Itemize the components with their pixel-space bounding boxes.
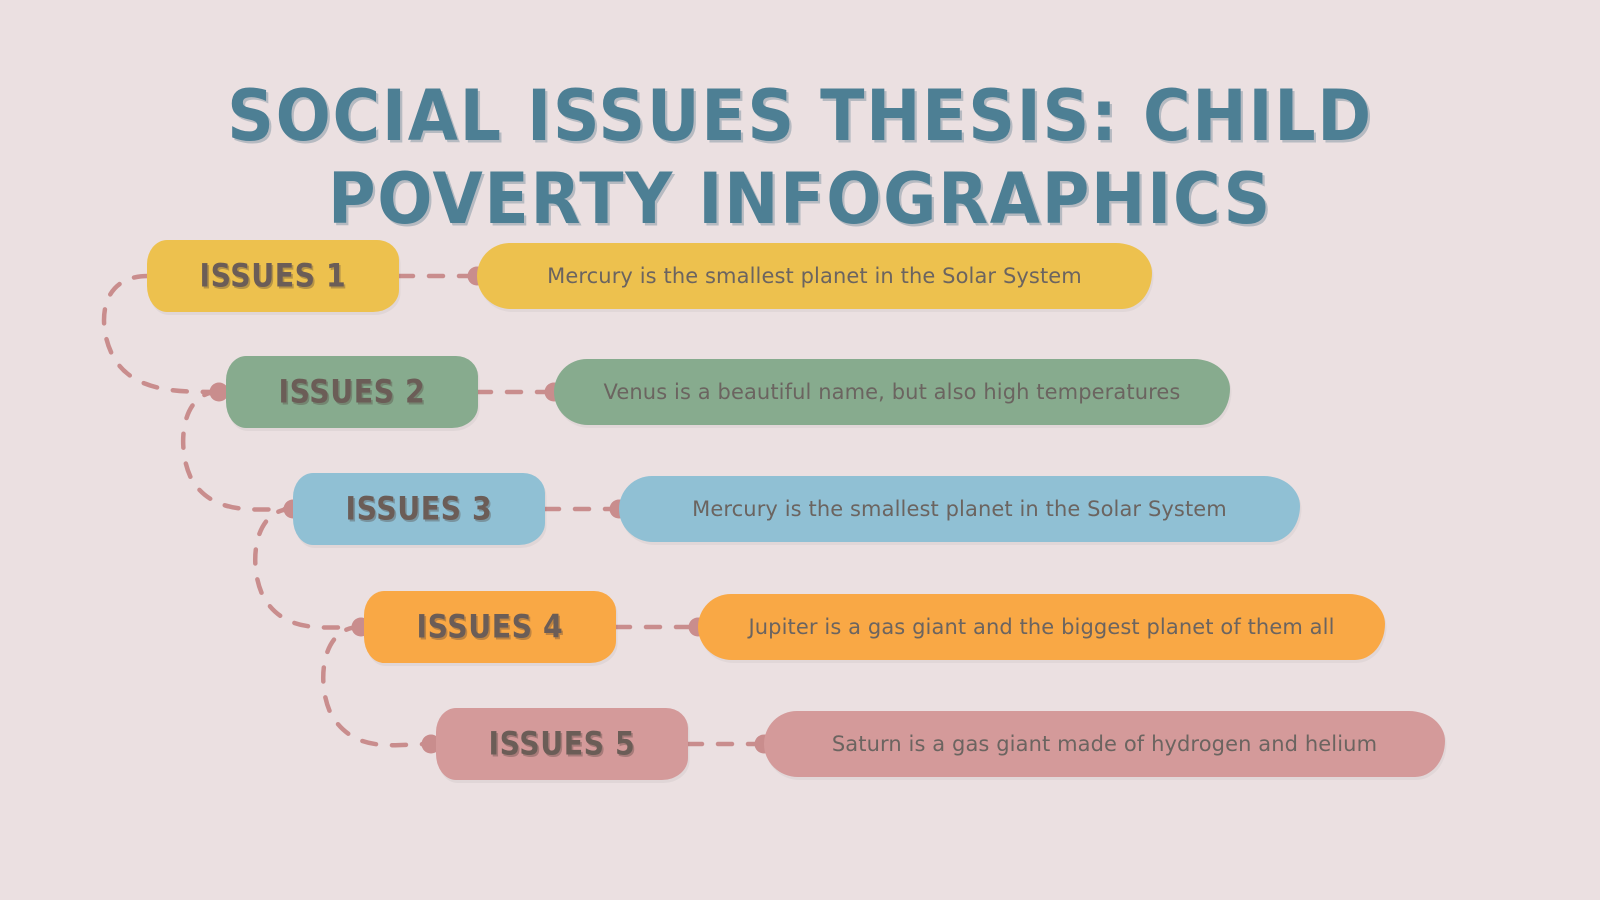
issue-content-text-3: Mercury is the smallest planet in the So… bbox=[692, 497, 1227, 521]
issue-content-pill-1[interactable]: Mercury is the smallest planet in the So… bbox=[477, 243, 1152, 309]
issue-label-text-5: ISSUES 5 bbox=[488, 725, 636, 763]
page-title: SOCIAL ISSUES THESIS: CHILD POVERTY INFO… bbox=[227, 74, 1373, 240]
issue-label-pill-1[interactable]: ISSUES 1 bbox=[147, 240, 399, 312]
issue-label-pill-5[interactable]: ISSUES 5 bbox=[436, 708, 688, 780]
issue-label-text-1: ISSUES 1 bbox=[199, 257, 347, 295]
issue-content-text-5: Saturn is a gas giant made of hydrogen a… bbox=[831, 732, 1378, 756]
issue-content-text-1: Mercury is the smallest planet in the So… bbox=[547, 264, 1082, 288]
issue-label-text-4: ISSUES 4 bbox=[416, 608, 564, 646]
issue-label-text-2: ISSUES 2 bbox=[278, 373, 426, 411]
issue-content-text-2: Venus is a beautiful name, but also high… bbox=[603, 380, 1181, 404]
issue-label-text-3: ISSUES 3 bbox=[345, 490, 493, 528]
issue-label-pill-4[interactable]: ISSUES 4 bbox=[364, 591, 616, 663]
issue-content-pill-2[interactable]: Venus is a beautiful name, but also high… bbox=[554, 359, 1230, 425]
issue-label-pill-3[interactable]: ISSUES 3 bbox=[293, 473, 545, 545]
issue-content-pill-3[interactable]: Mercury is the smallest planet in the So… bbox=[619, 476, 1300, 542]
issue-content-pill-4[interactable]: Jupiter is a gas giant and the biggest p… bbox=[698, 594, 1385, 660]
issue-content-pill-5[interactable]: Saturn is a gas giant made of hydrogen a… bbox=[764, 711, 1445, 777]
issue-label-pill-2[interactable]: ISSUES 2 bbox=[226, 356, 478, 428]
issue-content-text-4: Jupiter is a gas giant and the biggest p… bbox=[748, 615, 1335, 639]
